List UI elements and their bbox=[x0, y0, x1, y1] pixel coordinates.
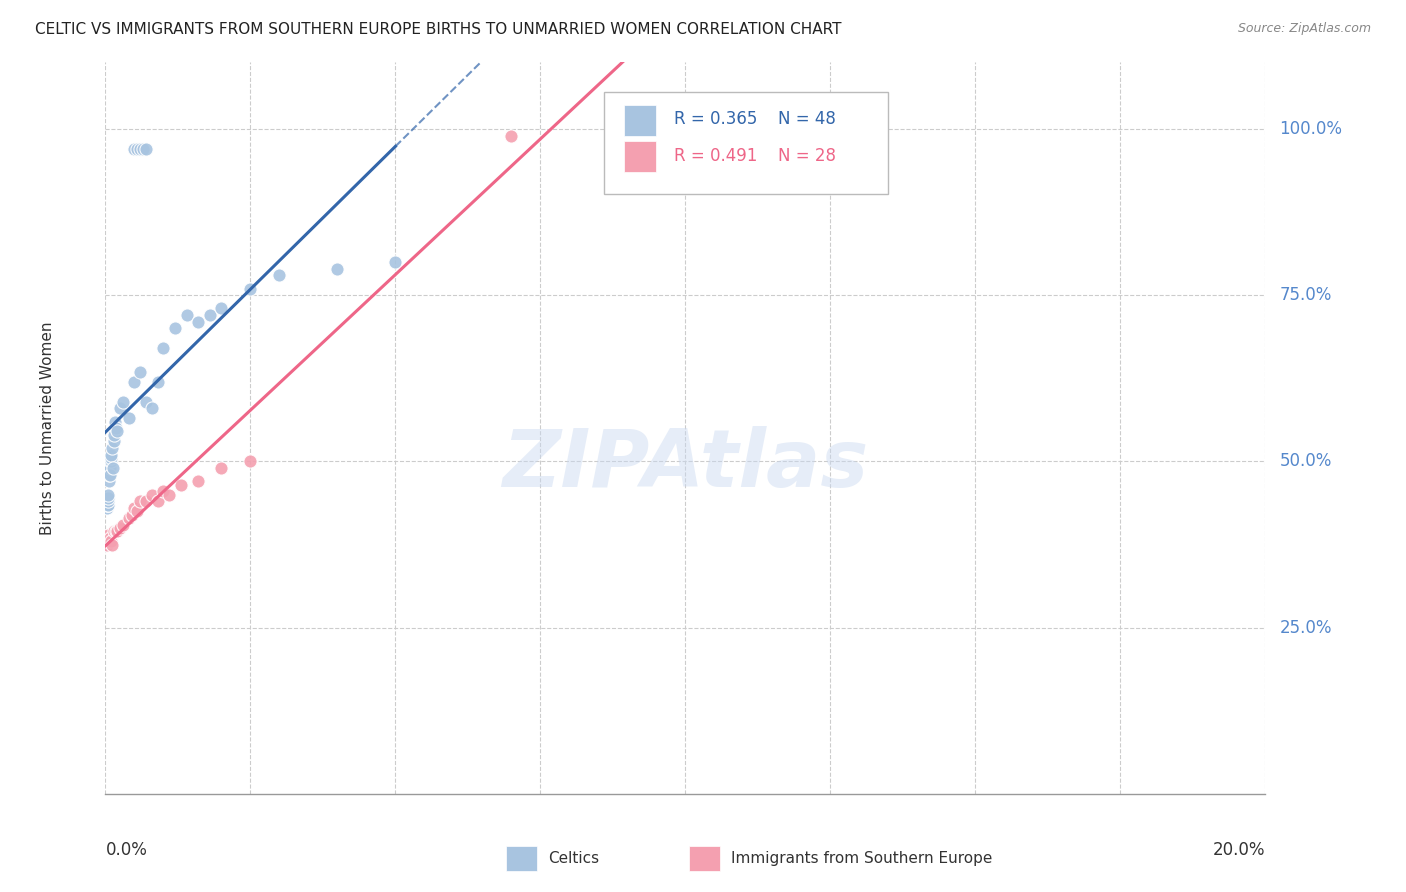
Point bbox=[129, 494, 152, 508]
Text: Source: ZipAtlas.com: Source: ZipAtlas.com bbox=[1237, 22, 1371, 36]
Point bbox=[187, 315, 209, 329]
Point bbox=[96, 500, 118, 515]
Point bbox=[157, 488, 180, 502]
Point bbox=[97, 527, 120, 541]
Point bbox=[118, 511, 141, 525]
FancyBboxPatch shape bbox=[605, 92, 889, 194]
Point bbox=[104, 524, 127, 539]
Point bbox=[198, 308, 221, 322]
Point bbox=[96, 534, 118, 549]
Point bbox=[211, 461, 233, 475]
Point bbox=[97, 498, 120, 512]
Point bbox=[135, 394, 157, 409]
Point bbox=[98, 467, 121, 482]
Point bbox=[104, 421, 127, 435]
Point bbox=[146, 494, 169, 508]
Point bbox=[96, 537, 118, 551]
Point bbox=[127, 504, 149, 518]
Point bbox=[124, 375, 146, 389]
Point bbox=[103, 434, 125, 449]
Point bbox=[187, 475, 209, 489]
Point bbox=[127, 142, 149, 156]
Point bbox=[97, 467, 120, 482]
Point bbox=[269, 268, 291, 283]
Point bbox=[118, 411, 141, 425]
Point bbox=[101, 461, 124, 475]
Point bbox=[104, 415, 127, 429]
Point bbox=[152, 342, 174, 356]
Point bbox=[152, 484, 174, 499]
Point bbox=[132, 142, 155, 156]
Text: 25.0%: 25.0% bbox=[1279, 619, 1331, 637]
Point bbox=[97, 531, 120, 545]
Point bbox=[96, 498, 118, 512]
Text: 75.0%: 75.0% bbox=[1279, 286, 1331, 304]
Point bbox=[103, 524, 125, 539]
Point bbox=[101, 441, 124, 455]
Text: 50.0%: 50.0% bbox=[1279, 452, 1331, 470]
Point bbox=[111, 394, 134, 409]
Text: 100.0%: 100.0% bbox=[1279, 120, 1343, 138]
Text: ZIPAtlas: ZIPAtlas bbox=[502, 425, 869, 504]
Text: R = 0.365: R = 0.365 bbox=[673, 111, 758, 128]
Point bbox=[239, 281, 262, 295]
Point bbox=[141, 488, 163, 502]
Point bbox=[135, 494, 157, 508]
Point bbox=[129, 142, 152, 156]
Point bbox=[97, 491, 120, 505]
Point bbox=[129, 365, 152, 379]
Bar bbox=[624, 105, 657, 136]
Point bbox=[105, 524, 128, 539]
Point bbox=[124, 500, 146, 515]
Point bbox=[98, 461, 121, 475]
Text: 20.0%: 20.0% bbox=[1213, 841, 1265, 859]
Text: 0.0%: 0.0% bbox=[105, 841, 148, 859]
Point bbox=[100, 534, 122, 549]
Point bbox=[111, 517, 134, 532]
Point bbox=[98, 531, 121, 545]
Text: Immigrants from Southern Europe: Immigrants from Southern Europe bbox=[731, 851, 993, 865]
Point bbox=[501, 128, 523, 143]
Text: Births to Unmarried Women: Births to Unmarried Women bbox=[39, 321, 55, 535]
Point bbox=[100, 454, 122, 468]
Point bbox=[97, 475, 120, 489]
Point bbox=[121, 508, 143, 522]
Text: R = 0.491: R = 0.491 bbox=[673, 147, 758, 165]
Point bbox=[239, 454, 262, 468]
Point bbox=[135, 142, 157, 156]
Point bbox=[124, 142, 146, 156]
Point bbox=[97, 491, 120, 505]
Point bbox=[96, 534, 118, 549]
Point bbox=[384, 255, 406, 269]
Point bbox=[176, 308, 198, 322]
Point bbox=[98, 454, 121, 468]
Point bbox=[326, 261, 349, 276]
Point bbox=[97, 498, 120, 512]
Point bbox=[97, 534, 120, 549]
Point bbox=[100, 448, 122, 462]
Point bbox=[103, 427, 125, 442]
Point bbox=[146, 375, 169, 389]
Point bbox=[97, 488, 120, 502]
Text: Celtics: Celtics bbox=[548, 851, 599, 865]
Text: N = 28: N = 28 bbox=[779, 147, 837, 165]
Point bbox=[211, 301, 233, 316]
Text: N = 48: N = 48 bbox=[779, 111, 837, 128]
Point bbox=[105, 425, 128, 439]
Point bbox=[108, 521, 131, 535]
Text: CELTIC VS IMMIGRANTS FROM SOUTHERN EUROPE BIRTHS TO UNMARRIED WOMEN CORRELATION : CELTIC VS IMMIGRANTS FROM SOUTHERN EUROP… bbox=[35, 22, 842, 37]
Point bbox=[101, 537, 124, 551]
Point bbox=[97, 494, 120, 508]
Point bbox=[141, 401, 163, 416]
Point bbox=[94, 537, 117, 551]
Point bbox=[170, 477, 193, 491]
Bar bbox=[624, 142, 657, 172]
Point bbox=[108, 401, 131, 416]
Point bbox=[163, 321, 186, 335]
Point bbox=[100, 451, 122, 466]
